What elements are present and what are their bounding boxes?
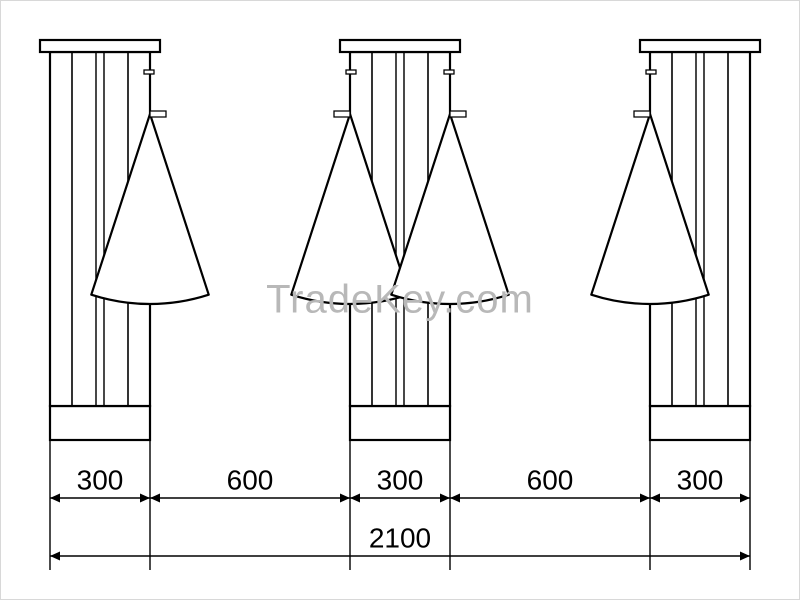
dimension-label: 300	[77, 464, 124, 495]
dimensions-group: 300 600 300 600 300 2100	[50, 440, 750, 570]
turnstile-dimension-diagram: 300 600 300 600 300 2100	[0, 0, 800, 600]
dimension-label: 2100	[369, 522, 431, 553]
flap-hinge	[634, 111, 650, 117]
flap-hinge	[450, 111, 466, 117]
flap-hinge	[334, 111, 350, 117]
dimension-label: 300	[677, 464, 724, 495]
dimension-label: 600	[227, 464, 274, 495]
dimension-label: 600	[527, 464, 574, 495]
dimension-label: 300	[377, 464, 424, 495]
flap-hinge	[150, 111, 166, 117]
